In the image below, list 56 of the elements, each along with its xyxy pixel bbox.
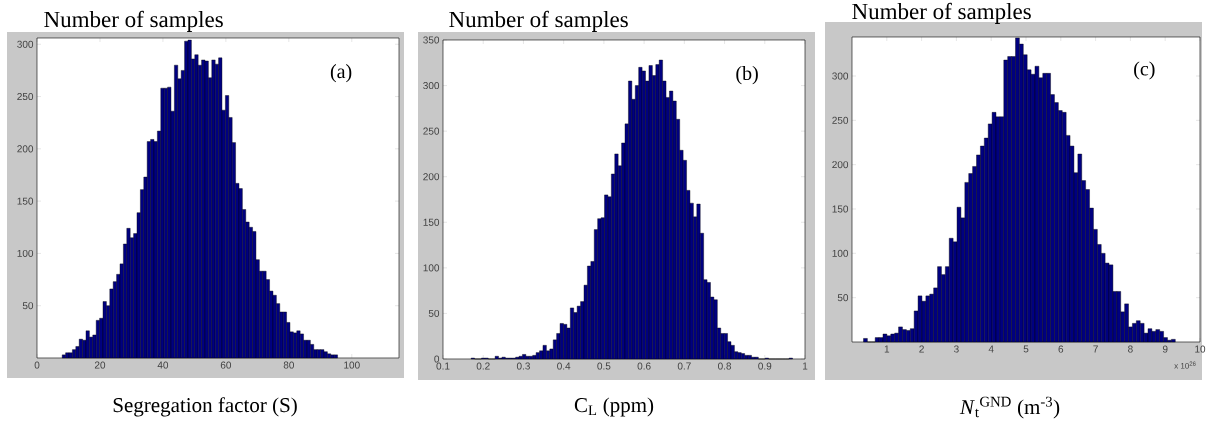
y-tick-label: 250	[423, 127, 440, 135]
x-axis-title: C$_{L}$ (ppm)	[574, 397, 654, 417]
x-tick-label: 3	[954, 345, 959, 353]
x-tick-label: 9	[1162, 345, 1168, 353]
annotation: (b)	[736, 66, 758, 85]
y-tick-label: 150	[17, 197, 34, 205]
x-tick-label: 0.8	[718, 362, 732, 370]
x-tick-label: 60	[220, 361, 232, 369]
x-tick-label: 4	[988, 345, 994, 353]
x-tick-label: 2	[919, 345, 924, 353]
y-tick-label: 200	[423, 173, 440, 181]
annotation: (a)	[330, 64, 352, 83]
x-tick-label: 5	[1023, 345, 1029, 353]
x-tick-label: 40	[157, 361, 169, 369]
x-tick-label: 10	[1195, 345, 1206, 353]
y-tick-label: 350	[423, 36, 440, 44]
x-tick-label: 80	[283, 361, 295, 369]
x-tick-label: 8	[1128, 345, 1133, 353]
x-tick-label: 0.2	[476, 362, 490, 370]
x-tick-label: 0.5	[597, 362, 611, 370]
y-tick-label: 200	[832, 161, 849, 169]
x-tick-label: 0.7	[677, 362, 691, 370]
y-tick-label: 300	[17, 40, 34, 48]
x-tick-label: 100	[344, 361, 360, 369]
x-tick-label: 1	[802, 362, 808, 370]
y-tick-label: 300	[423, 82, 440, 90]
y-axis-title: Number of samples	[852, 2, 1031, 24]
y-tick-label: 150	[832, 205, 849, 213]
x-tick-label: 0.1	[436, 362, 450, 370]
y-tick-label: 250	[17, 93, 34, 101]
y-tick-label: 300	[832, 72, 849, 80]
y-tick-label: 0	[434, 355, 440, 363]
x-tick-label: 0	[34, 361, 40, 369]
text: x 10$^{26}$	[1174, 361, 1196, 369]
x-tick-label: 20	[94, 361, 106, 369]
y-tick-label: 150	[423, 218, 440, 226]
x-tick-label: 0.6	[637, 362, 651, 370]
x-tick-label: 7	[1093, 345, 1098, 353]
y-tick-label: 100	[17, 249, 34, 257]
y-tick-label: 250	[832, 116, 849, 124]
x-tick-label: 0.4	[557, 362, 571, 370]
y-tick-label: 100	[423, 264, 440, 272]
y-tick-label: 50	[428, 309, 440, 317]
x-tick-label: 0.9	[758, 362, 772, 370]
x-tick-label: 6	[1058, 345, 1064, 353]
x-tick-label: 0.3	[516, 362, 530, 370]
y-tick-label: 100	[832, 249, 849, 257]
x-axis-title: N$_{t}$$^{GND}$ (m$^{-3}$)	[959, 396, 1060, 419]
y-tick-label: 200	[17, 145, 34, 153]
y-axis-title: Number of samples	[449, 10, 628, 32]
y-tick-label: 50	[837, 294, 849, 302]
y-tick-label: 50	[22, 302, 34, 310]
x-tick-label: 1	[884, 345, 890, 353]
annotation: (c)	[1134, 61, 1155, 80]
y-axis-title: Number of samples	[44, 10, 223, 32]
x-axis-title: Segregation factor (S)	[113, 397, 297, 417]
